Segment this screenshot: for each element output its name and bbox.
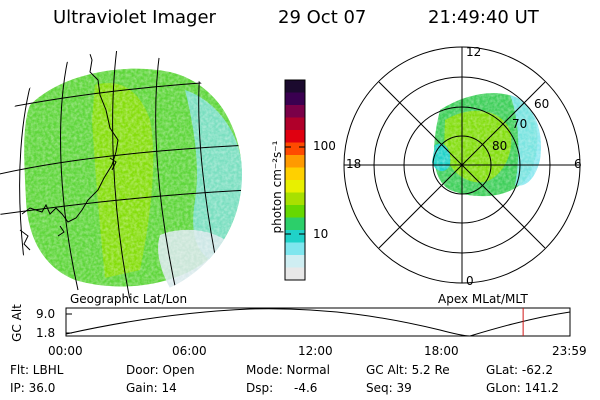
info-seq: Seq: 39 — [366, 381, 412, 395]
coastline — [17, 51, 119, 259]
mlt-label-18: 18 — [346, 157, 362, 171]
date-label: 29 Oct 07 — [278, 7, 367, 28]
colorbar-segment — [285, 180, 305, 193]
colorbar-segment — [285, 117, 305, 131]
info-dsp-value: -4.6 — [294, 381, 318, 395]
time-label: 21:49:40 UT — [428, 7, 539, 28]
altitude-tick-high: 9.0 — [36, 307, 56, 321]
polar-plot — [343, 46, 581, 284]
altitude-curve — [65, 308, 571, 337]
colorbar-segment — [285, 142, 305, 156]
colorbar-segment — [285, 167, 305, 181]
colorbar — [285, 80, 305, 281]
colorbar-segment — [285, 205, 305, 218]
mlt-label-0: 0 — [466, 274, 474, 288]
info-glon: GLon: 141.2 — [486, 381, 559, 395]
colorbar-segment — [285, 192, 305, 206]
lat-label-70: 70 — [512, 117, 528, 131]
info-glat: GLat: -62.2 — [486, 363, 553, 377]
geographic-caption: Geographic Lat/Lon — [70, 292, 188, 306]
colorbar-unit-label: photon cm⁻²s⁻¹ — [270, 140, 284, 234]
colorbar-segment — [285, 130, 305, 143]
mlt-label-6: 6 — [574, 157, 582, 171]
time-tick-1: 06:00 — [172, 344, 207, 358]
info-door: Door: Open — [126, 363, 195, 377]
colorbar-segment — [285, 242, 305, 256]
colorbar-segment — [285, 92, 305, 106]
time-tick-2: 12:00 — [298, 344, 333, 358]
info-gc-alt: GC Alt: 5.2 Re — [366, 363, 450, 377]
info-gain: Gain: 14 — [126, 381, 177, 395]
colorbar-segment — [285, 105, 305, 118]
instrument-title: Ultraviolet Imager — [53, 7, 216, 28]
colorbar-segment — [285, 217, 305, 231]
time-tick-3: 18:00 — [424, 344, 459, 358]
colorbar-segment — [285, 230, 305, 243]
colorbar-segment — [285, 155, 305, 168]
colorbar-segment — [285, 80, 305, 93]
geographic-map — [0, 51, 242, 299]
mlt-label-12: 12 — [466, 45, 482, 59]
colorbar-segment — [285, 255, 305, 268]
info-ip: IP: 36.0 — [10, 381, 56, 395]
altitude-strip — [65, 307, 571, 337]
altitude-axis-label: GC Alt — [10, 304, 24, 342]
lat-label-60: 60 — [534, 97, 550, 111]
colorbar-segment — [285, 267, 305, 281]
colorbar-tick-100: 100 — [313, 139, 336, 153]
time-tick-4: 23:59 — [552, 344, 587, 358]
polar-caption: Apex MLat/MLT — [438, 292, 528, 306]
colorbar-tick-10: 10 — [313, 227, 329, 241]
altitude-tick-low: 1.8 — [36, 326, 56, 340]
time-tick-0: 00:00 — [48, 344, 83, 358]
info-mode: Mode: Normal — [246, 363, 330, 377]
lat-label-80: 80 — [492, 139, 508, 153]
info-flt: Flt: LBHL — [10, 363, 64, 377]
info-dsp-label: Dsp: — [246, 381, 274, 395]
